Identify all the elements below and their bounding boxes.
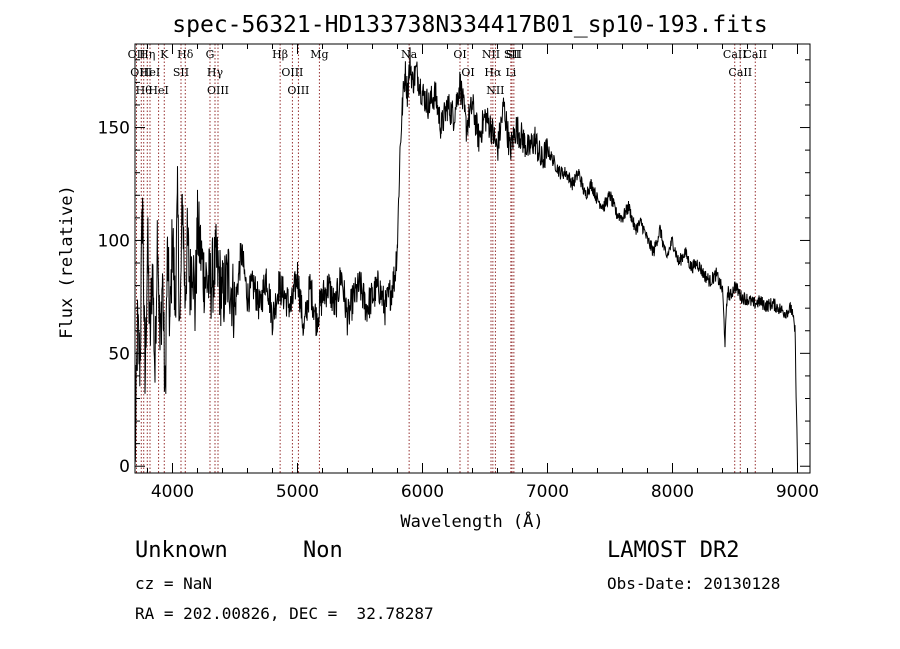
line-label: G — [206, 48, 215, 61]
line-label: Hη — [139, 48, 155, 61]
x-tick-label: 7000 — [526, 482, 569, 502]
line-label: K — [160, 48, 169, 61]
line-label: Li — [505, 66, 516, 79]
y-tick-label: 100 — [98, 231, 130, 251]
line-label: Hβ — [272, 48, 288, 61]
x-tick-label: 4000 — [151, 482, 194, 502]
x-axis-ticks: 4000 5000 6000 7000 8000 9000 — [147, 44, 819, 502]
line-label: OIII — [207, 84, 229, 97]
y-tick-label: 150 — [98, 119, 130, 139]
line-label: SII — [173, 66, 189, 79]
line-label: NII — [482, 48, 500, 61]
line-label: Na — [401, 48, 418, 61]
observation-date: Obs-Date: 20130128 — [607, 574, 781, 593]
line-label: OIII — [281, 66, 303, 79]
y-axis-ticks: 0 50 100 150 — [98, 59, 810, 477]
x-tick-label: 9000 — [776, 482, 819, 502]
line-label: Hθ — [136, 84, 153, 97]
line-label: Hγ — [207, 66, 224, 79]
plot-frame — [134, 43, 811, 474]
object-class: Unknown — [135, 538, 228, 563]
line-label: CaII — [743, 48, 767, 61]
y-tick-label: 50 — [108, 344, 130, 364]
line-label: CaII — [728, 66, 752, 79]
y-axis-label: Flux (relative) — [57, 185, 77, 339]
chart-title: spec-56321-HD133738N334417B01_sp10-193.f… — [172, 12, 767, 38]
line-label: SII — [504, 48, 520, 61]
x-tick-label: 6000 — [401, 482, 444, 502]
line-label: OIII — [130, 66, 152, 79]
line-label: HeI — [148, 84, 168, 97]
line-label: OII — [128, 48, 146, 61]
line-label: NII — [486, 84, 504, 97]
line-label: HeI — [140, 66, 160, 79]
ra-dec-coordinates: RA = 202.00826, DEC = 32.78287 — [135, 604, 434, 623]
x-axis-label: Wavelength (Å) — [400, 510, 543, 532]
x-tick-label: 8000 — [651, 482, 694, 502]
line-label: Mg — [310, 48, 328, 61]
survey-name: LAMOST DR2 — [607, 538, 740, 563]
line-label: Hα — [484, 66, 502, 79]
line-label: CaII — [723, 48, 747, 61]
object-subclass: Non — [303, 538, 343, 563]
line-label: OI — [461, 66, 474, 79]
line-label: Hδ — [177, 48, 194, 61]
line-label: OI — [453, 48, 466, 61]
line-label: SII — [506, 48, 522, 61]
redshift-cz: cz = NaN — [135, 574, 213, 593]
y-tick-label: 0 — [119, 457, 130, 477]
spectrum-series-line — [134, 47, 798, 467]
line-label: OIII — [287, 84, 309, 97]
x-tick-label: 5000 — [276, 482, 319, 502]
